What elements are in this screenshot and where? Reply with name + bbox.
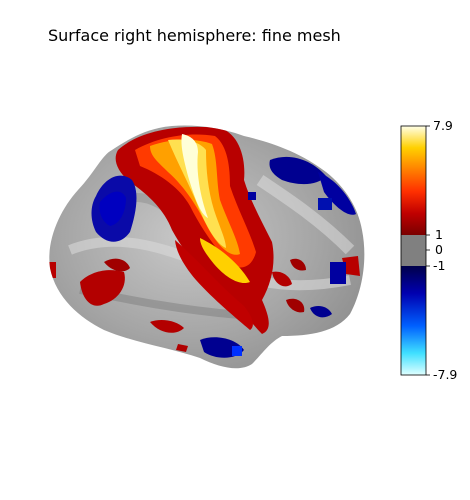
colorbar	[400, 125, 430, 376]
colorbar-min-label: -7.9	[433, 367, 458, 382]
colorbar-max-label: 7.9	[433, 118, 453, 133]
figure-title: Surface right hemisphere: fine mesh	[48, 26, 341, 45]
positive-activation	[49, 126, 360, 352]
colorbar-lower-threshold-label: -1	[433, 258, 446, 273]
negative-activation	[91, 156, 356, 358]
colorbar-frame	[400, 125, 427, 376]
colorbar-negative-segment	[401, 266, 426, 375]
colorbar-upper-threshold-label: 1	[435, 227, 443, 242]
colorbar-zero-label: 0	[435, 242, 443, 257]
brain-surface	[49, 125, 365, 369]
colorbar-threshold-segment	[401, 235, 426, 266]
colorbar-positive-segment	[401, 126, 426, 235]
